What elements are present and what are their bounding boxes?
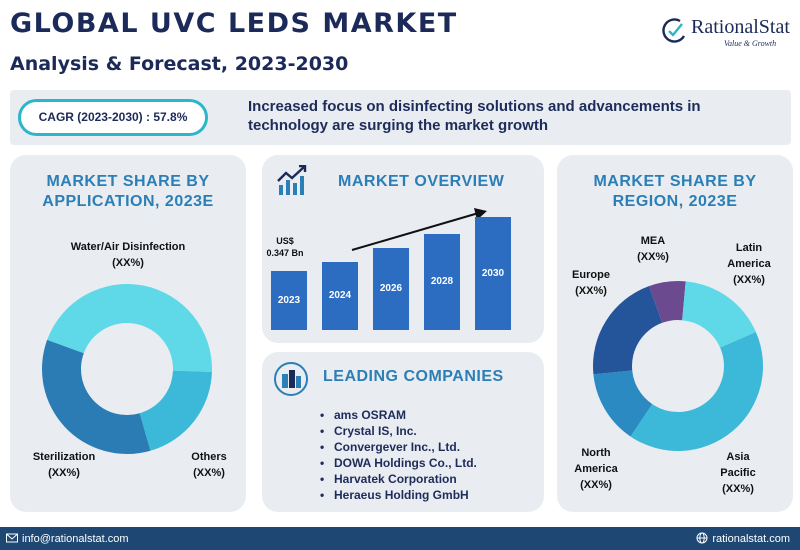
donut-segment-water-air-disinfection [47, 284, 213, 372]
bar-year-label: 2026 [379, 283, 403, 294]
label-latin-america-name: Latin America [727, 242, 771, 270]
bar-2028: 2028 [424, 234, 460, 330]
footer-email-text: info@rationalstat.com [22, 533, 129, 545]
donut-segment-europe [593, 286, 663, 375]
mail-icon [6, 533, 18, 543]
donut-segment-latin-america [682, 281, 756, 348]
label-latin-america: Latin America (XX%) [718, 240, 780, 288]
label-water-air-name: Water/Air Disinfection [70, 241, 186, 253]
list-item: Heraeus Holding GmbH [320, 487, 477, 503]
label-north-america-name: North America [574, 447, 618, 475]
label-europe-value: (XX%) [575, 285, 607, 297]
list-item: ams OSRAM [320, 407, 477, 423]
bar-2026: 2026 [373, 248, 409, 330]
donut-segment-sterilization [41, 339, 151, 454]
bar-year-label: 2030 [481, 268, 505, 279]
region-panel-title-line2: REGION, 2023E [612, 193, 738, 210]
summary-banner: CAGR (2023-2030) : 57.8% Increased focus… [10, 90, 791, 145]
bar-year-label: 2024 [328, 290, 352, 301]
label-mea-value: (XX%) [637, 251, 669, 263]
label-water-air-value: (XX%) [112, 257, 144, 269]
label-europe-name: Europe [572, 269, 610, 281]
market-overview-panel: MARKET OVERVIEW US$ 0.347 Bn 2023 2024 202… [262, 155, 544, 343]
region-donut-chart [593, 281, 763, 452]
label-others-value: (XX%) [193, 467, 225, 479]
company-list: ams OSRAM Crystal IS, Inc. Convergever I… [320, 407, 477, 503]
logo-mark-icon [662, 18, 686, 43]
list-item: Harvatek Corporation [320, 471, 477, 487]
bar-2023: 2023 [271, 271, 307, 330]
label-asia-pacific: Asia Pacific (XX%) [710, 449, 766, 497]
bar-year-label: 2028 [430, 276, 454, 287]
market-overview-title: MARKET OVERVIEW [338, 173, 505, 190]
cagr-badge: CAGR (2023-2030) : 57.8% [18, 99, 208, 136]
bar-year-label: 2023 [277, 295, 301, 306]
label-asia-pacific-name: Asia Pacific [720, 451, 756, 479]
footer-website[interactable]: rationalstat.com [696, 532, 790, 545]
label-mea: MEA (XX%) [628, 233, 678, 265]
base-value-currency: US$ [276, 236, 294, 246]
page-subtitle: Analysis & Forecast, 2023-2030 [10, 53, 349, 75]
label-others-name: Others [191, 451, 227, 463]
base-value-amount: 0.347 Bn [266, 248, 304, 258]
label-latin-america-value: (XX%) [733, 274, 765, 286]
rationalstat-logo[interactable]: RationalStat Value & Growth [660, 16, 795, 56]
donut-segment-mea [648, 281, 686, 323]
globe-icon [696, 532, 708, 544]
donut-segment-others [139, 370, 212, 451]
application-panel-title-line2: APPLICATION, 2023E [42, 193, 214, 210]
region-panel-title-line1: MARKET SHARE BY [593, 173, 757, 190]
label-sterilization-name: Sterilization [32, 451, 96, 463]
label-north-america-value: (XX%) [580, 479, 612, 491]
donut-segment-north-america [593, 370, 653, 437]
label-asia-pacific-value: (XX%) [722, 483, 754, 495]
list-item: Convergever Inc., Ltd. [320, 439, 477, 455]
footer-bar: info@rationalstat.com rationalstat.com [0, 527, 800, 550]
growth-chart-icon [277, 165, 307, 195]
list-item: DOWA Holdings Co., Ltd. [320, 455, 477, 471]
summary-text: Increased focus on disinfecting solution… [248, 98, 701, 134]
bar-2030: 2030 [475, 217, 511, 330]
footer-email[interactable]: info@rationalstat.com [6, 532, 129, 545]
leading-companies-title: LEADING COMPANIES [323, 368, 504, 385]
label-north-america: North America (XX%) [568, 445, 624, 493]
label-others: Others (XX%) [178, 449, 240, 481]
bar-2024: 2024 [322, 262, 358, 330]
footer-website-text: rationalstat.com [712, 533, 790, 545]
growth-trend-arrow [351, 208, 487, 251]
application-panel-title-line1: MARKET SHARE BY [46, 173, 210, 190]
label-water-air: Water/Air Disinfection (XX%) [40, 239, 216, 271]
logo-name: RationalStat [691, 16, 790, 38]
label-mea-name: MEA [640, 235, 666, 247]
list-item: Crystal IS, Inc. [320, 423, 477, 439]
base-value-label: US$ 0.347 Bn [266, 235, 304, 259]
page-title: GLOBAL UVC LEDS MARKET [10, 8, 458, 39]
buildings-icon [274, 362, 308, 396]
donut-segment-asia-pacific [630, 331, 763, 452]
label-sterilization-value: (XX%) [48, 467, 80, 479]
logo-tagline: Value & Growth [724, 39, 777, 48]
label-europe: Europe (XX%) [567, 267, 615, 299]
label-sterilization: Sterilization (XX%) [18, 449, 110, 481]
application-donut-chart [41, 284, 213, 454]
